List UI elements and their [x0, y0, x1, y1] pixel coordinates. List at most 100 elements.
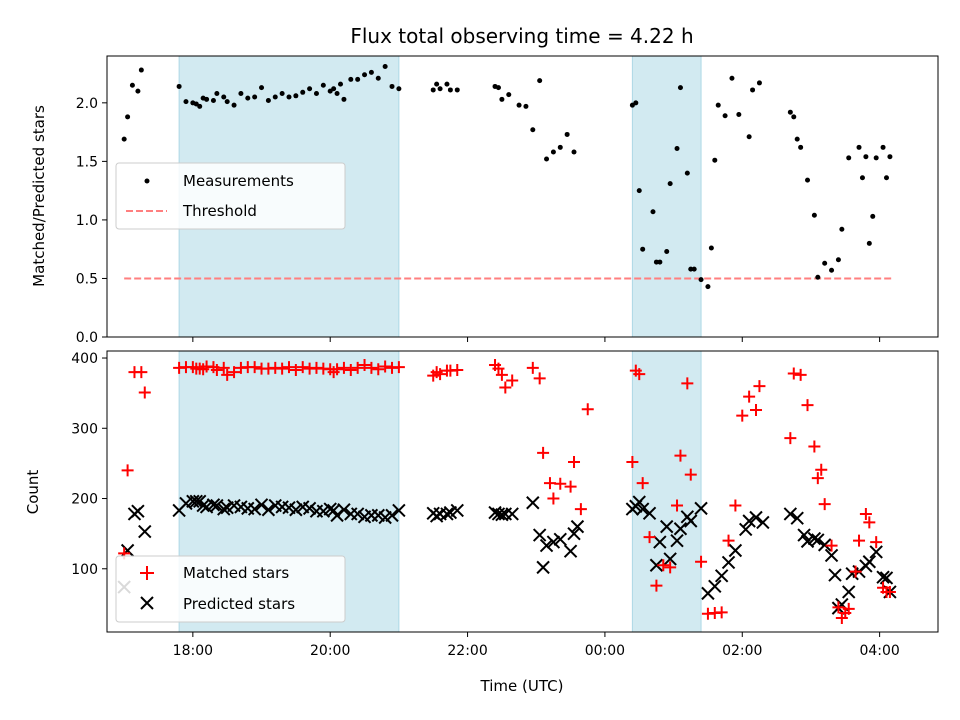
top-legend-box	[115, 162, 346, 230]
matched-star-point	[801, 399, 814, 412]
legend-label-measurements: Measurements	[183, 172, 294, 190]
matched-star-point	[221, 368, 234, 381]
matched-star-point	[296, 361, 309, 374]
matched-star-point	[554, 477, 567, 490]
matched-star-point	[849, 565, 862, 578]
predicted-star-point	[526, 496, 540, 510]
measurement-point	[389, 83, 395, 89]
measurement-point	[238, 90, 244, 96]
measurement-point	[677, 85, 683, 91]
measurement-point	[674, 145, 680, 151]
measurement-point	[811, 212, 817, 218]
measurement-point	[121, 136, 127, 142]
predicted-star-point	[261, 503, 276, 517]
top-legend: Measurements Threshold	[115, 162, 346, 230]
measurement-point	[210, 97, 216, 103]
matched-star-point	[574, 503, 587, 516]
x-tick-label: 22:00	[447, 643, 487, 659]
predicted-star-point	[450, 503, 464, 518]
measurement-point	[822, 260, 828, 266]
chart-title: Flux total observing time = 4.22 h	[350, 24, 693, 48]
measurement-point	[355, 76, 361, 82]
measurement-point	[176, 83, 182, 89]
matched-star-point	[537, 446, 550, 459]
predicted-star-point	[790, 511, 804, 525]
predicted-star-point	[567, 526, 581, 541]
matched-star-point	[859, 507, 872, 520]
matched-star-point	[650, 579, 663, 592]
predicted-star-point	[783, 507, 798, 521]
bottom-x-ticks: 18:00 20:00 22:00 00:00 02:00 04:00	[173, 632, 900, 659]
x-tick-label: 20:00	[310, 643, 350, 659]
measurement-point	[883, 175, 889, 181]
matched-star-point	[282, 361, 295, 374]
predicted-star-point	[828, 568, 842, 582]
matched-star-point	[492, 362, 505, 375]
predicted-star-point	[738, 522, 753, 537]
predicted-star-point	[440, 507, 454, 521]
predicted-star-point	[138, 524, 152, 539]
measurement-point	[348, 76, 354, 82]
measurement-point	[320, 82, 326, 88]
matched-star-point	[434, 368, 447, 381]
matched-star-point	[787, 367, 800, 380]
predicted-star-point	[189, 494, 203, 509]
measurement-point	[204, 96, 210, 102]
matched-star-point	[568, 455, 581, 468]
measurement-point	[341, 96, 347, 102]
matched-star-point	[138, 386, 151, 399]
measurement-point	[870, 213, 876, 219]
matched-star-point	[451, 363, 464, 376]
matched-star-point	[344, 363, 357, 376]
measurement-point	[499, 96, 505, 102]
measurement-point	[866, 240, 872, 246]
measurement-point	[564, 131, 570, 137]
predicted-star-point	[337, 503, 351, 517]
measurement-point	[640, 246, 646, 252]
predicted-star-point	[756, 515, 770, 530]
predicted-star-point	[217, 502, 231, 516]
measurement-point	[698, 277, 704, 283]
predicted-star-point	[663, 552, 677, 566]
predicted-star-point	[807, 531, 822, 546]
measurement-point	[265, 97, 271, 103]
matched-star-point	[636, 477, 649, 490]
measurement-point	[571, 149, 577, 155]
measurement-point	[506, 92, 512, 98]
measurement-point	[708, 245, 714, 251]
measurement-point	[787, 109, 793, 115]
bottom-y-axis-label: Count	[24, 470, 42, 515]
predicted-star-point	[749, 510, 763, 525]
top-y-tick-label: 1.0	[76, 213, 98, 229]
predicted-star-point	[649, 558, 664, 572]
measurement-point	[307, 86, 313, 92]
count-data-layer	[117, 359, 897, 624]
measurement-point	[396, 86, 402, 92]
measurement-point	[815, 274, 821, 280]
predicted-star-point	[869, 545, 883, 559]
x-axis-label: Time (UTC)	[480, 677, 564, 695]
matched-star-point	[681, 377, 694, 390]
matched-star-point	[379, 360, 392, 373]
measurement-point	[667, 181, 673, 187]
measurement-point	[279, 90, 285, 96]
measurement-point	[688, 266, 694, 272]
measurement-point	[272, 94, 278, 100]
matched-star-point	[811, 472, 824, 485]
measurement-point	[712, 157, 718, 163]
predicted-star-point	[673, 522, 688, 536]
matched-star-point	[853, 534, 866, 547]
matched-star-point	[794, 368, 807, 381]
predicted-star-point	[532, 528, 547, 542]
bottom-y-tick-label: 200	[71, 492, 98, 508]
matched-star-point	[784, 432, 797, 445]
measurement-point	[516, 102, 522, 108]
matched-star-point	[870, 536, 883, 549]
measurement-point	[664, 249, 670, 255]
predicted-star-point	[254, 498, 269, 512]
matched-star-point	[842, 602, 855, 615]
measurement-point	[705, 284, 711, 290]
top-axes-frame	[106, 55, 939, 338]
matched-star-point	[365, 361, 378, 374]
